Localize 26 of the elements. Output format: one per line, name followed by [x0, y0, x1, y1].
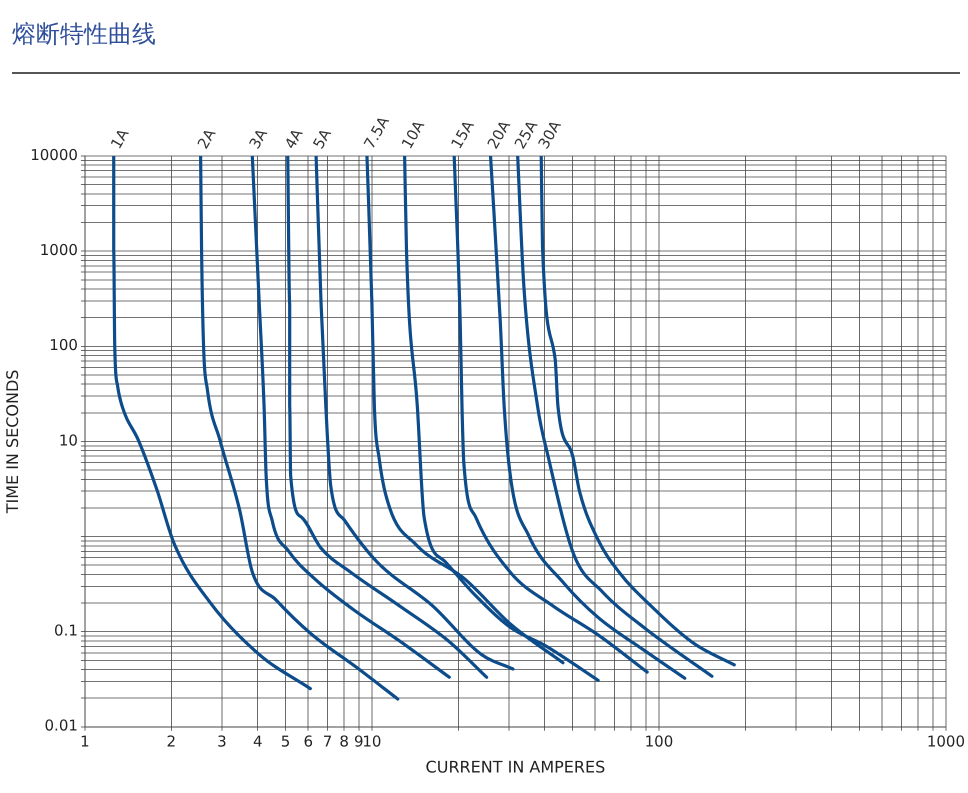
- text: 2A: [194, 125, 220, 152]
- x-tick-label: 7: [322, 732, 332, 751]
- x-tick-label: 10: [362, 732, 382, 751]
- x-axis-title: CURRENT IN AMPERES: [426, 758, 606, 777]
- text: 1A: [106, 125, 133, 152]
- y-tick-label: 0.01: [44, 716, 78, 735]
- x-tick-label: 4: [252, 732, 262, 751]
- text: 5A: [309, 125, 336, 152]
- y-tick-label: 100: [49, 336, 78, 354]
- text: 3A: [246, 125, 272, 152]
- y-tick-label: 0.1: [54, 622, 78, 640]
- chart-title: 熔断特性曲线: [12, 19, 156, 50]
- y-axis-title: TIME IN SECONDS: [2, 370, 22, 514]
- x-tick-label: 9: [354, 732, 364, 751]
- x-tick-label: 1: [80, 732, 90, 751]
- x-tick-label: 6: [303, 732, 314, 751]
- x-tick-label: 100: [644, 732, 674, 751]
- y-tick-label: 10: [58, 431, 78, 450]
- y-tick-label: 1000: [40, 241, 78, 260]
- x-tick-label: 3: [217, 732, 227, 751]
- text: 4A: [280, 125, 307, 152]
- y-tick-label: 10000: [30, 146, 78, 164]
- x-tick-label: 8: [339, 732, 349, 751]
- x-tick-label: 5: [280, 732, 290, 751]
- x-tick-label: 2: [166, 732, 176, 751]
- x-tick-label: 1000: [926, 732, 966, 751]
